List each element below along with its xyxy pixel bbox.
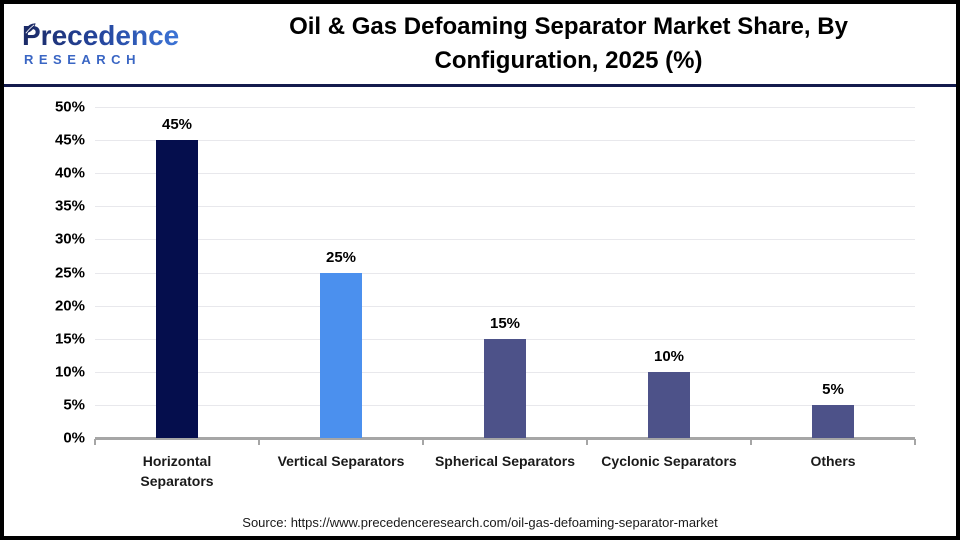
x-axis-line bbox=[95, 437, 915, 440]
chart-title-line2: Configuration, 2025 (%) bbox=[434, 47, 703, 74]
x-axis-category-label: Cyclonic Separators bbox=[601, 453, 737, 469]
bar-value-label: 5% bbox=[822, 380, 844, 398]
logo-subtext: RESEARCH bbox=[24, 52, 141, 68]
x-axis-category-label: Spherical Separators bbox=[434, 453, 576, 469]
bar-value-label: 25% bbox=[325, 248, 357, 266]
leaf-icon bbox=[23, 12, 37, 34]
x-axis-tick bbox=[422, 439, 424, 445]
chart-title: Oil & Gas Defoaming Separator Market Sha… bbox=[189, 10, 956, 77]
bar-others bbox=[812, 404, 854, 438]
x-axis-tick bbox=[258, 439, 260, 445]
gridline bbox=[95, 173, 915, 175]
gridline bbox=[95, 206, 915, 208]
bar-value-label: 10% bbox=[653, 347, 685, 365]
bar-horizontal-separators bbox=[156, 140, 198, 438]
x-axis-tick bbox=[914, 439, 916, 445]
logo: Precedence RESEARCH bbox=[4, 21, 189, 67]
chart-title-line1: Oil & Gas Defoaming Separator Market Sha… bbox=[289, 13, 848, 41]
bar-spherical-separators bbox=[484, 338, 526, 438]
y-axis-tick-label: 0% bbox=[63, 429, 85, 447]
y-axis-tick-label: 45% bbox=[54, 131, 85, 149]
logo-wordmark: Precedence bbox=[22, 21, 189, 50]
gridline bbox=[95, 140, 915, 142]
y-axis-tick-label: 35% bbox=[54, 197, 85, 215]
gridline bbox=[95, 239, 915, 241]
x-axis-category-label: Horizontal Separators bbox=[140, 453, 214, 490]
x-axis-tick bbox=[750, 439, 752, 445]
y-axis-tick-label: 25% bbox=[54, 264, 85, 281]
x-axis-category-label: Vertical Separators bbox=[277, 453, 405, 469]
y-axis-tick-label: 15% bbox=[54, 330, 85, 348]
y-axis-tick-label: 30% bbox=[54, 230, 85, 248]
gridline bbox=[95, 107, 915, 108]
header-divider bbox=[4, 84, 956, 87]
x-axis-category-label: Others bbox=[810, 453, 856, 469]
logo-text: Precedence bbox=[22, 19, 180, 51]
x-axis-tick bbox=[94, 439, 96, 445]
y-axis-tick-label: 20% bbox=[54, 297, 85, 315]
y-axis-tick-label: 40% bbox=[54, 164, 85, 182]
bar-vertical-separators bbox=[320, 272, 362, 438]
bar-value-label: 45% bbox=[161, 116, 193, 134]
bar-cyclonic-separators bbox=[648, 371, 690, 438]
x-axis-tick bbox=[586, 439, 588, 445]
bar-value-label: 15% bbox=[489, 314, 521, 332]
gridline bbox=[95, 305, 915, 307]
y-axis-tick-label: 5% bbox=[63, 396, 85, 414]
y-axis-tick-label: 10% bbox=[54, 363, 85, 381]
bar-chart: 0% 5% 10% 15% 20% 25% 30% 35% 40% 45% 50% 45% Horizo… bbox=[4, 87, 956, 536]
gridline bbox=[95, 272, 915, 274]
source-text: Source: https://www.precedenceresearch.c… bbox=[242, 515, 718, 530]
y-axis-tick-label: 50% bbox=[54, 98, 85, 116]
header: Precedence RESEARCH Oil & Gas Defoaming … bbox=[4, 4, 956, 84]
